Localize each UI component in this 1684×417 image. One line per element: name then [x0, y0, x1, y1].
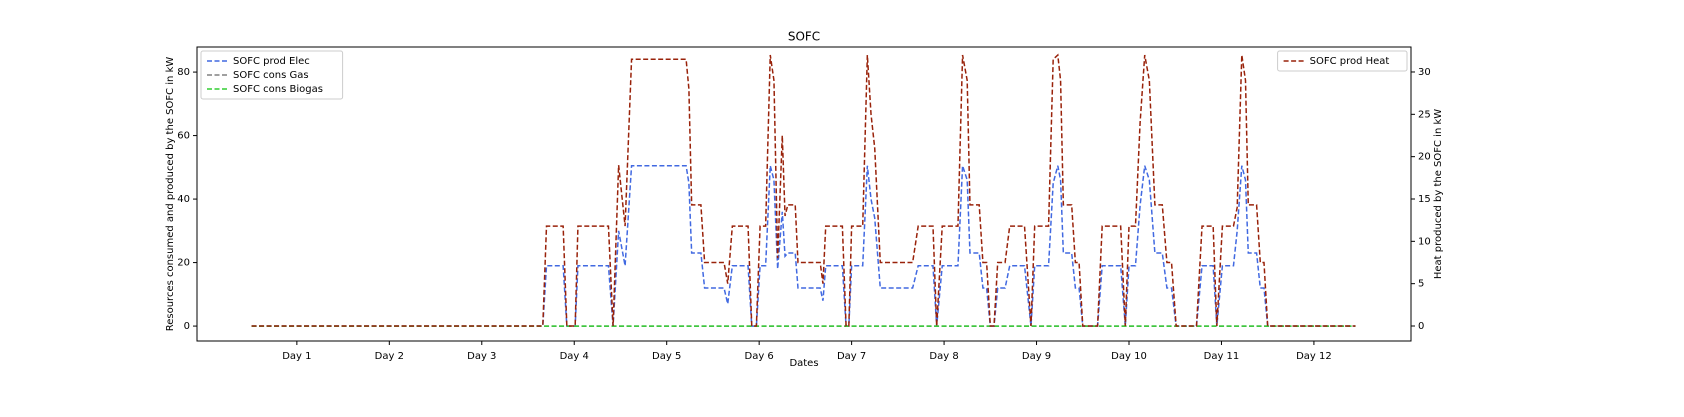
x-tick-label: Day 3 [467, 351, 496, 362]
legend-box [1277, 50, 1408, 72]
legend-box [200, 50, 344, 100]
series-line [251, 164, 1356, 327]
legend-label: SOFC cons Biogas [233, 84, 323, 95]
chart-title: SOFC [788, 30, 820, 44]
y-axis-label: Resources consumed and produced by the S… [165, 57, 176, 332]
x-tick-label: Day 8 [929, 351, 958, 362]
x-tick-label: Day 9 [1022, 351, 1051, 362]
plot-frame [196, 46, 1412, 342]
y2-tick-label: 5 [1418, 279, 1424, 290]
x-tick-label: Day 12 [1296, 351, 1332, 362]
legend-label: SOFC prod Elec [233, 56, 310, 67]
y-tick-label: 40 [177, 194, 190, 205]
y2-tick-label: 30 [1418, 67, 1431, 78]
x-tick-label: Day 4 [560, 351, 589, 362]
x-tick-label: Day 1 [282, 351, 311, 362]
y-tick-label: 60 [177, 131, 190, 142]
y2-axis-label: Heat produced by the SOFC in kW [1433, 109, 1444, 279]
y2-tick-label: 15 [1418, 194, 1431, 205]
legend-label: SOFC cons Gas [233, 70, 309, 81]
x-tick-label: Day 2 [375, 351, 404, 362]
x-tick-label: Day 11 [1204, 351, 1240, 362]
y-tick-label: 0 [184, 321, 190, 332]
legend-label: SOFC prod Heat [1310, 56, 1390, 67]
x-tick-label: Day 7 [837, 351, 866, 362]
y-tick-label: 80 [177, 67, 190, 78]
x-tick-label: Day 5 [652, 351, 681, 362]
y2-tick-label: 10 [1418, 236, 1431, 247]
x-tick-label: Day 10 [1111, 351, 1147, 362]
series-line [251, 53, 1356, 327]
y-tick-label: 20 [177, 258, 190, 269]
x-tick-label: Day 6 [745, 351, 774, 362]
y2-tick-label: 20 [1418, 152, 1431, 163]
x-axis-label: Dates [789, 358, 818, 369]
y2-tick-label: 25 [1418, 109, 1431, 120]
y2-tick-label: 0 [1418, 321, 1424, 332]
